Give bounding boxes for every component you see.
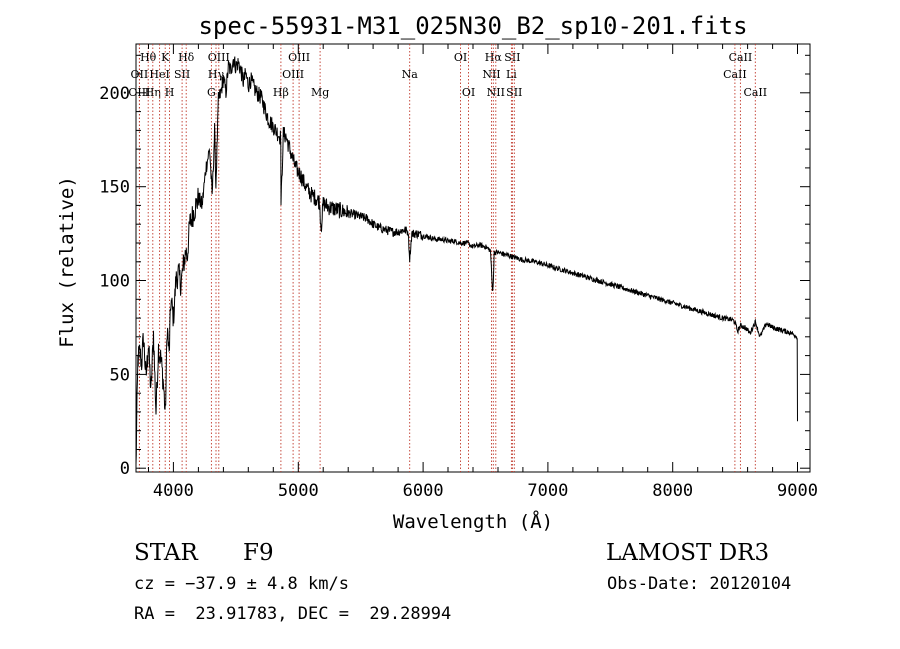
chart-title: spec-55931-M31_025N30_B2_sp10-201.fits — [198, 12, 747, 40]
y-axis-label: Flux (relative) — [56, 176, 78, 348]
line-label-11: G — [207, 86, 216, 99]
line-label-24: SII — [506, 86, 522, 99]
line-label-18: OI — [462, 86, 475, 99]
x-tick-label-0: 4000 — [153, 481, 194, 501]
y-tick-label-4: 200 — [99, 84, 130, 104]
line-label-22: SII — [504, 51, 520, 64]
line-label-6: H — [165, 86, 175, 99]
line-label-19: Hα — [485, 51, 503, 64]
spectrum-line — [135, 56, 798, 465]
emission-line-markers: HθOIIOIIIKHηHeIHSIIHδOIIIHγGHβOIIIOIIIMg… — [128, 44, 767, 472]
object-subclass: F9 — [243, 540, 274, 566]
x-tick-label-5: 9000 — [777, 481, 818, 501]
line-label-4: Hη — [145, 86, 161, 99]
line-label-25: CaII — [729, 51, 753, 64]
line-label-5: HeI — [149, 68, 169, 81]
redshift-cz: cz = −37.9 ± 4.8 km/s — [134, 574, 349, 594]
line-label-15: Mg — [311, 86, 329, 99]
plot-frame — [135, 43, 811, 473]
observation-date: Obs-Date: 20120104 — [607, 574, 791, 594]
line-label-21: NII — [487, 86, 505, 99]
line-label-16: Na — [402, 68, 419, 81]
line-label-27: CaII — [743, 86, 767, 99]
y-tick-label-2: 100 — [99, 272, 130, 292]
x-axis-label: Wavelength (Å) — [393, 510, 553, 533]
line-label-9: OIII — [208, 51, 230, 64]
line-label-3: K — [161, 51, 170, 64]
line-label-0: Hθ — [140, 51, 157, 64]
x-tick-label-4: 8000 — [652, 481, 693, 501]
line-label-12: Hβ — [273, 86, 289, 99]
axis-tick-labels: 4000 5000 6000 7000 8000 9000 0 50 100 150 200 — [99, 84, 818, 501]
y-tick-label-0: 0 — [120, 459, 130, 479]
y-tick-label-3: 150 — [99, 178, 130, 198]
x-tick-label-1: 5000 — [278, 481, 319, 501]
line-label-20: NII — [482, 68, 500, 81]
x-tick-label-3: 7000 — [527, 481, 568, 501]
line-label-8: Hδ — [178, 51, 195, 64]
axis-ticks — [136, 44, 810, 472]
coordinates: RA = 23.91783, DEC = 29.28994 — [134, 604, 451, 624]
line-label-10: Hγ — [208, 68, 225, 81]
y-tick-label-1: 50 — [110, 365, 130, 385]
line-label-17: OI — [454, 51, 467, 64]
survey-name: LAMOST DR3 — [606, 540, 769, 566]
line-label-7: SII — [174, 68, 190, 81]
line-label-23: Li — [506, 68, 517, 81]
x-tick-label-2: 6000 — [403, 481, 444, 501]
line-label-26: CaII — [723, 68, 747, 81]
line-label-13: OIII — [282, 68, 304, 81]
object-class: STAR — [134, 540, 198, 566]
line-label-14: OIII — [288, 51, 310, 64]
